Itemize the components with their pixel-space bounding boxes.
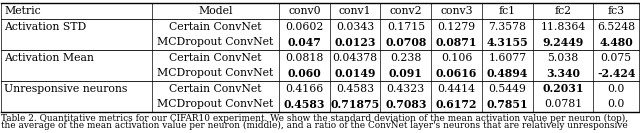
Text: 0.04378: 0.04378 xyxy=(333,53,378,63)
Text: 0.0616: 0.0616 xyxy=(436,68,477,79)
Text: 4.3155: 4.3155 xyxy=(486,37,528,48)
Text: 0.047: 0.047 xyxy=(287,37,321,48)
Text: 11.8364: 11.8364 xyxy=(540,22,586,32)
Text: 0.0: 0.0 xyxy=(607,99,625,109)
Text: 0.106: 0.106 xyxy=(441,53,472,63)
Text: conv3: conv3 xyxy=(440,6,473,16)
Text: MCDropout ConvNet: MCDropout ConvNet xyxy=(157,37,274,47)
Text: the average of the mean activation value per neuron (middle), and a ratio of the: the average of the mean activation value… xyxy=(1,121,628,130)
Text: Activation Mean: Activation Mean xyxy=(4,53,94,63)
Text: 7.3578: 7.3578 xyxy=(488,22,526,32)
Text: MCDropout ConvNet: MCDropout ConvNet xyxy=(157,68,274,78)
Text: fc3: fc3 xyxy=(607,6,625,16)
Text: -2.424: -2.424 xyxy=(597,68,636,79)
Text: Unresponsive neurons: Unresponsive neurons xyxy=(4,84,127,94)
Text: 5.038: 5.038 xyxy=(547,53,579,63)
Text: Certain ConvNet: Certain ConvNet xyxy=(170,84,262,94)
Text: 9.2449: 9.2449 xyxy=(542,37,584,48)
Text: 0.4583: 0.4583 xyxy=(336,84,374,94)
Text: 0.0602: 0.0602 xyxy=(285,22,324,32)
Text: Table 2. Quantitative metrics for our CIFAR10 experiment. We show the standard d: Table 2. Quantitative metrics for our CI… xyxy=(1,114,628,123)
Text: 0.060: 0.060 xyxy=(287,68,321,79)
Text: 0.0: 0.0 xyxy=(607,84,625,94)
Text: 0.238: 0.238 xyxy=(390,53,422,63)
Text: 3.340: 3.340 xyxy=(546,68,580,79)
Text: 0.7083: 0.7083 xyxy=(385,99,427,110)
Text: conv2: conv2 xyxy=(390,6,422,16)
Text: 0.0708: 0.0708 xyxy=(385,37,426,48)
Text: fc2: fc2 xyxy=(554,6,572,16)
Text: Activation STD: Activation STD xyxy=(4,22,86,32)
Text: 0.4414: 0.4414 xyxy=(438,84,476,94)
Text: 0.4166: 0.4166 xyxy=(285,84,323,94)
Text: 0.2031: 0.2031 xyxy=(542,83,584,94)
Text: 0.1715: 0.1715 xyxy=(387,22,425,32)
Text: 0.091: 0.091 xyxy=(389,68,423,79)
Text: 0.0818: 0.0818 xyxy=(285,53,324,63)
Text: 0.0871: 0.0871 xyxy=(436,37,477,48)
Text: Metric: Metric xyxy=(4,6,40,16)
Text: 0.0343: 0.0343 xyxy=(336,22,374,32)
Text: 0.0781: 0.0781 xyxy=(544,99,582,109)
Text: 0.5449: 0.5449 xyxy=(488,84,526,94)
Text: 0.0123: 0.0123 xyxy=(334,37,376,48)
Text: 0.6172: 0.6172 xyxy=(436,99,477,110)
Text: 4.480: 4.480 xyxy=(599,37,633,48)
Text: conv0: conv0 xyxy=(288,6,321,16)
Text: 0.4323: 0.4323 xyxy=(387,84,425,94)
Text: 0.1279: 0.1279 xyxy=(438,22,476,32)
Text: 0.71875: 0.71875 xyxy=(330,99,380,110)
Text: Model: Model xyxy=(198,6,233,16)
Text: 1.6077: 1.6077 xyxy=(488,53,526,63)
Text: 6.5248: 6.5248 xyxy=(597,22,635,32)
Text: 0.4583: 0.4583 xyxy=(284,99,325,110)
Text: 0.4894: 0.4894 xyxy=(486,68,528,79)
Text: MCDropout ConvNet: MCDropout ConvNet xyxy=(157,99,274,109)
Text: conv1: conv1 xyxy=(339,6,371,16)
Text: 0.075: 0.075 xyxy=(600,53,632,63)
Text: 0.0149: 0.0149 xyxy=(335,68,376,79)
Text: fc1: fc1 xyxy=(499,6,516,16)
Text: Certain ConvNet: Certain ConvNet xyxy=(170,53,262,63)
Text: 0.7851: 0.7851 xyxy=(486,99,528,110)
Text: Certain ConvNet: Certain ConvNet xyxy=(170,22,262,32)
